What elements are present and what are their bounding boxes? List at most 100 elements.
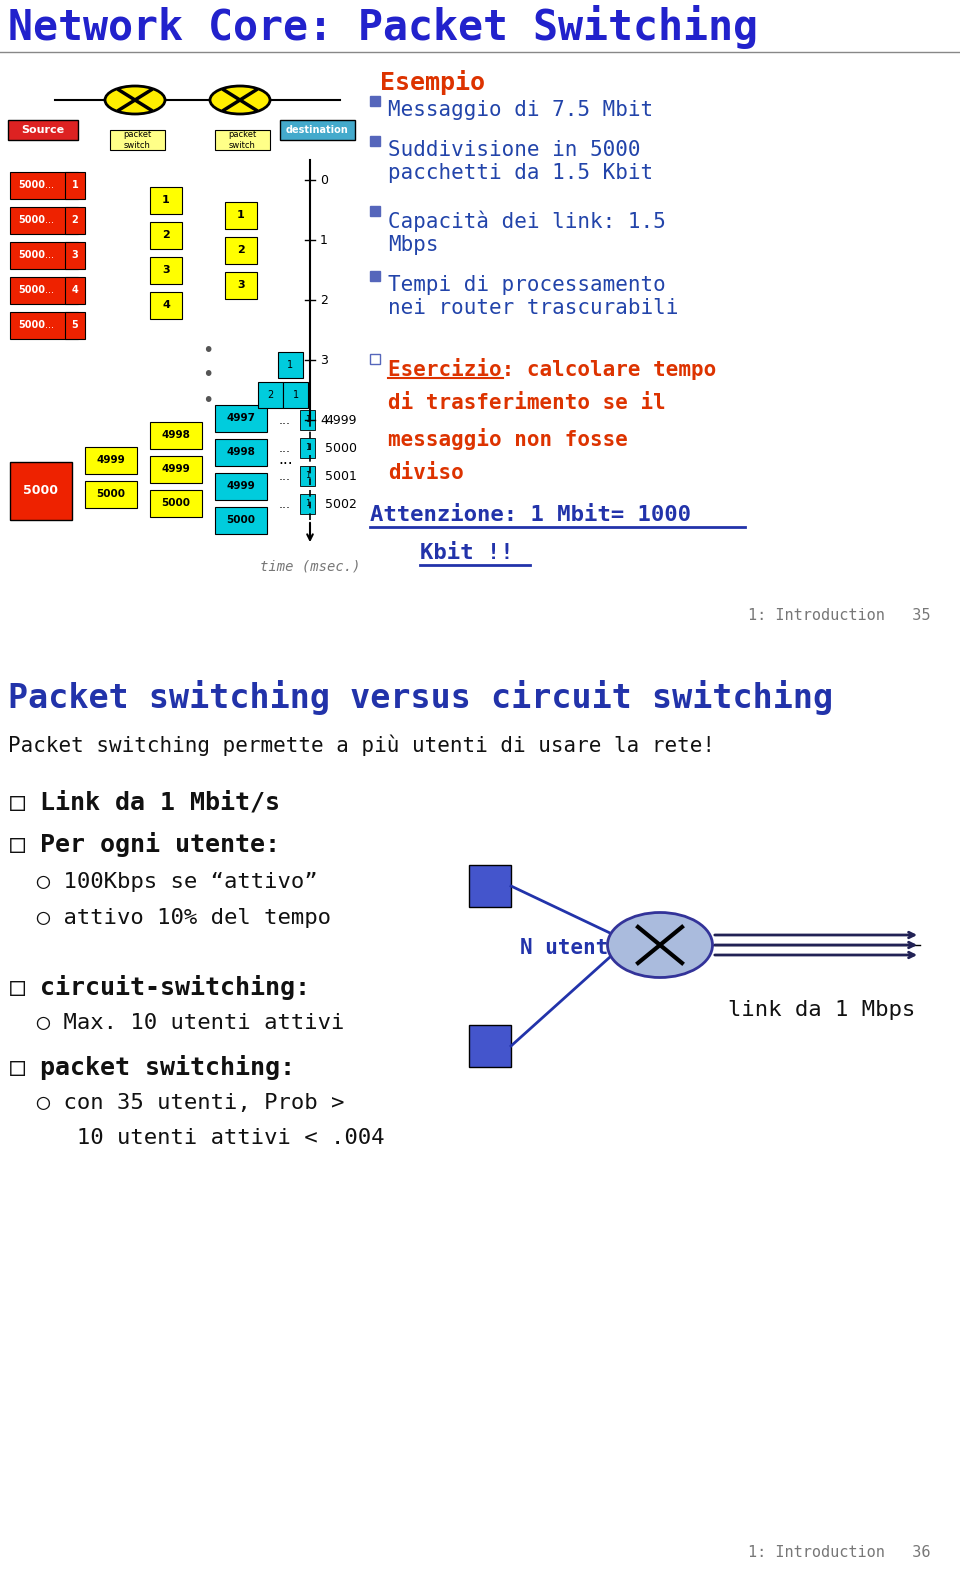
Text: ...: ... (279, 497, 291, 510)
Text: 4999: 4999 (161, 464, 190, 474)
Text: 2: 2 (320, 293, 328, 306)
FancyBboxPatch shape (150, 422, 202, 449)
Text: 5000: 5000 (23, 483, 59, 496)
FancyBboxPatch shape (150, 257, 182, 284)
Text: ...: ... (278, 452, 293, 468)
FancyBboxPatch shape (215, 472, 267, 501)
Text: 4: 4 (72, 286, 79, 295)
FancyBboxPatch shape (65, 312, 85, 339)
Text: messaggio non fosse: messaggio non fosse (388, 428, 628, 450)
Text: 2: 2 (237, 245, 245, 256)
Text: 5000: 5000 (18, 180, 45, 190)
Text: 1: 1 (305, 444, 311, 452)
Text: 1: Introduction   36: 1: Introduction 36 (748, 1545, 930, 1560)
Text: 3: 3 (162, 265, 170, 275)
Text: 5000: 5000 (18, 249, 45, 260)
Text: 1: 1 (287, 359, 293, 370)
Text: Esercizio: calcolare tempo: Esercizio: calcolare tempo (388, 358, 716, 380)
FancyBboxPatch shape (258, 381, 283, 408)
FancyBboxPatch shape (370, 271, 380, 281)
FancyBboxPatch shape (150, 221, 182, 249)
Text: Network Core: Packet Switching: Network Core: Packet Switching (8, 5, 758, 49)
Text: 3: 3 (237, 279, 245, 290)
FancyBboxPatch shape (370, 96, 380, 107)
FancyBboxPatch shape (110, 130, 165, 151)
FancyBboxPatch shape (469, 865, 511, 907)
Text: 0: 0 (320, 174, 328, 187)
FancyBboxPatch shape (370, 355, 380, 364)
Text: packet
switch: packet switch (123, 130, 151, 149)
Text: 1: 1 (305, 472, 311, 480)
Text: ○ attivo 10% del tempo: ○ attivo 10% del tempo (10, 908, 331, 927)
Text: •: • (203, 340, 214, 359)
FancyBboxPatch shape (10, 278, 78, 304)
Text: 5001: 5001 (325, 469, 357, 483)
FancyBboxPatch shape (150, 490, 202, 518)
FancyBboxPatch shape (150, 292, 182, 319)
FancyBboxPatch shape (469, 1025, 511, 1067)
Text: ○ Max. 10 utenti attivi: ○ Max. 10 utenti attivi (10, 1014, 345, 1032)
Text: 5000: 5000 (18, 286, 45, 295)
Text: di trasferimento se il: di trasferimento se il (388, 392, 665, 413)
Text: 1: 1 (305, 499, 311, 508)
Text: 1: 1 (72, 180, 79, 190)
Text: •: • (203, 366, 214, 384)
FancyBboxPatch shape (300, 466, 315, 486)
Text: 4998: 4998 (161, 430, 190, 439)
FancyBboxPatch shape (215, 439, 267, 466)
Text: Suddivisione in 5000
pacchetti da 1.5 Kbit: Suddivisione in 5000 pacchetti da 1.5 Kb… (388, 140, 653, 184)
Text: destination: destination (286, 126, 348, 135)
Text: 5000: 5000 (97, 490, 126, 499)
Text: 1: 1 (237, 210, 245, 220)
Text: 4998: 4998 (227, 447, 255, 457)
Text: 1: Introduction   35: 1: Introduction 35 (748, 609, 930, 623)
Text: 4997: 4997 (227, 413, 255, 424)
FancyBboxPatch shape (150, 187, 182, 213)
Text: 2: 2 (72, 215, 79, 224)
Text: ○ con 35 utenti, Prob >: ○ con 35 utenti, Prob > (10, 1094, 345, 1112)
FancyBboxPatch shape (215, 130, 270, 151)
Text: 1: 1 (320, 234, 328, 246)
FancyBboxPatch shape (8, 119, 78, 140)
FancyBboxPatch shape (10, 242, 78, 268)
Text: 5002: 5002 (325, 497, 357, 510)
Text: 5000: 5000 (227, 515, 255, 526)
Text: ...: ... (279, 469, 291, 483)
Text: 4: 4 (162, 300, 170, 311)
FancyBboxPatch shape (283, 381, 308, 408)
Text: Capacità dei link: 1.5
Mbps: Capacità dei link: 1.5 Mbps (388, 210, 665, 254)
Text: 2: 2 (267, 391, 274, 400)
Text: □ Per ogni utente:: □ Per ogni utente: (10, 832, 280, 857)
FancyBboxPatch shape (10, 207, 78, 234)
Text: N utenti: N utenti (520, 938, 621, 959)
Text: Packet switching versus circuit switching: Packet switching versus circuit switchin… (8, 679, 833, 715)
Text: ...: ... (45, 180, 55, 190)
FancyBboxPatch shape (65, 278, 85, 304)
Ellipse shape (210, 86, 270, 115)
FancyBboxPatch shape (215, 507, 267, 533)
FancyBboxPatch shape (65, 242, 85, 268)
Text: 5000: 5000 (18, 320, 45, 329)
FancyBboxPatch shape (85, 482, 137, 508)
FancyBboxPatch shape (215, 405, 267, 431)
Text: 5: 5 (72, 320, 79, 329)
Text: 2: 2 (162, 231, 170, 240)
Text: □ Link da 1 Mbit/s: □ Link da 1 Mbit/s (10, 791, 280, 814)
Text: diviso: diviso (388, 463, 464, 483)
FancyBboxPatch shape (150, 457, 202, 483)
Text: 5000: 5000 (161, 497, 190, 508)
Text: 4999: 4999 (227, 482, 255, 491)
Text: Packet switching permette a più utenti di usare la rete!: Packet switching permette a più utenti d… (8, 734, 715, 756)
FancyBboxPatch shape (225, 202, 257, 229)
Text: 4999: 4999 (325, 414, 356, 427)
Text: Esempio: Esempio (380, 71, 485, 96)
FancyBboxPatch shape (278, 351, 303, 378)
Text: 3: 3 (320, 353, 328, 367)
FancyBboxPatch shape (300, 438, 315, 458)
FancyBboxPatch shape (10, 173, 78, 199)
Text: link da 1 Mbps: link da 1 Mbps (728, 999, 915, 1020)
FancyBboxPatch shape (225, 237, 257, 264)
Text: 1: 1 (162, 195, 170, 206)
Text: ...: ... (279, 441, 291, 455)
FancyBboxPatch shape (10, 461, 72, 519)
